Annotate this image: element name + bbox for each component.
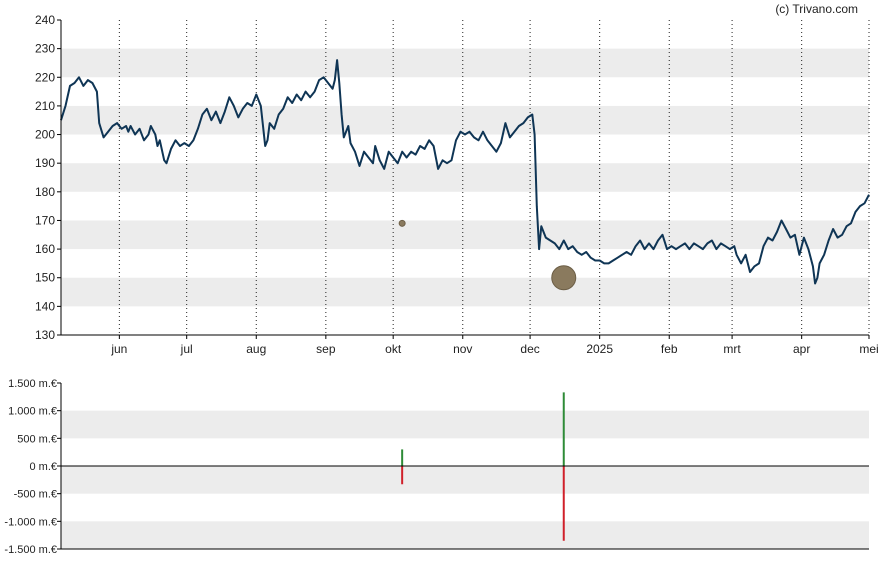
price-band — [61, 277, 869, 307]
price-chart-x-ticks: jun jul aug sep okt nov dec 2025 feb mrt apr mei — [110, 335, 879, 356]
watermark: (c) Trivano.com — [775, 2, 858, 16]
x-tick-label: sep — [316, 342, 336, 356]
x-tick-label: feb — [661, 342, 678, 356]
y-tick-label: 210 — [35, 99, 55, 113]
x-tick-label: jul — [180, 342, 193, 356]
y-tick-label: 190 — [35, 156, 55, 170]
price-chart-bubbles — [398, 219, 577, 291]
volume-chart-y-ticks: -1.500 m.€ -1.000 m.€ -500 m.€ 0 m.€ 500 m.€… — [4, 378, 61, 556]
y-tick-label: 130 — [35, 328, 55, 342]
price-chart-y-ticks: 130 140 150 160 170 180 190 200 210 220 230 240 — [35, 13, 61, 342]
event-bubble — [398, 219, 406, 227]
volume-y-tick-label: -1.500 m.€ — [4, 544, 57, 556]
y-tick-label: 140 — [35, 299, 55, 313]
x-tick-label: jun — [110, 342, 127, 356]
x-tick-label: apr — [793, 342, 810, 356]
price-chart-vertical-grid — [118, 20, 870, 335]
volume-y-tick-label: 1.500 m.€ — [8, 378, 57, 390]
volume-y-tick-label: 1.000 m.€ — [8, 406, 57, 418]
event-bubble — [551, 265, 577, 291]
y-tick-label: 230 — [35, 42, 55, 56]
volume-y-tick-label: 500 m.€ — [17, 433, 57, 445]
y-tick-label: 150 — [35, 271, 55, 285]
volume-y-tick-label: 0 m.€ — [29, 461, 57, 473]
x-tick-label: mei — [859, 342, 878, 356]
volume-y-tick-label: -1.000 m.€ — [4, 516, 57, 528]
y-tick-label: 180 — [35, 185, 55, 199]
volume-band — [61, 466, 869, 494]
volume-band — [61, 410, 869, 439]
y-tick-label: 220 — [35, 70, 55, 84]
y-tick-label: 160 — [35, 242, 55, 256]
x-tick-label: mrt — [723, 342, 741, 356]
volume-band — [61, 521, 869, 549]
price-band — [61, 163, 869, 192]
price-line — [60, 59, 870, 285]
price-chart-bands — [61, 48, 869, 307]
x-tick-label: dec — [520, 342, 539, 356]
x-tick-label: aug — [246, 342, 266, 356]
volume-y-tick-label: -500 m.€ — [14, 489, 57, 501]
y-tick-label: 240 — [35, 13, 55, 27]
price-chart-axes — [60, 20, 869, 336]
price-band — [61, 220, 869, 250]
y-tick-label: 200 — [35, 128, 55, 142]
x-tick-label: okt — [385, 342, 402, 356]
price-band — [61, 105, 869, 135]
x-tick-label: nov — [453, 342, 472, 356]
volume-chart-bars — [401, 392, 565, 541]
volume-chart-bands — [61, 410, 869, 549]
x-tick-label: 2025 — [586, 342, 613, 356]
y-tick-label: 170 — [35, 213, 55, 227]
price-band — [61, 48, 869, 78]
